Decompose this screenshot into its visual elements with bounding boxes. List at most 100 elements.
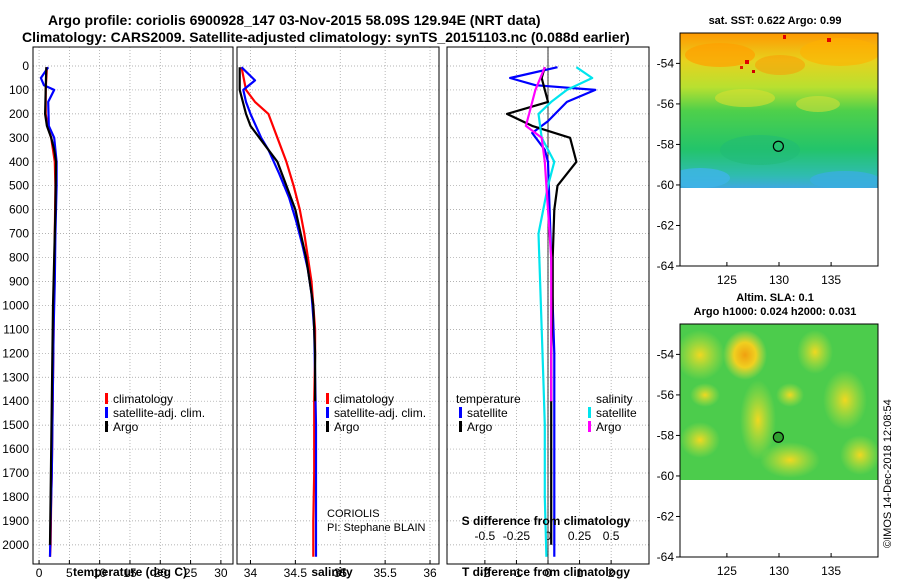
depth-tick-label: 1000	[2, 298, 29, 312]
salinity-difference-xlabel: S difference from climatology	[462, 514, 631, 528]
lon-tick-label: 130	[769, 273, 789, 287]
sst-field	[680, 33, 878, 188]
sla-field	[680, 324, 878, 480]
x-tick-label: 15	[123, 566, 137, 580]
lon-tick-label: 125	[717, 273, 737, 287]
depth-tick-label: 1200	[2, 346, 29, 360]
x-tick-label: -1	[511, 566, 522, 580]
sal-diff-tick-label: 0.5	[603, 529, 620, 543]
legend-title-salinity: salinity	[596, 392, 633, 406]
depth-tick-label: 1500	[2, 418, 29, 432]
sla-map	[679, 323, 879, 558]
sal-diff-tick-label: -0.5	[475, 529, 496, 543]
legend-title-temperature: temperature	[456, 392, 521, 406]
series-line-climatology	[240, 66, 317, 557]
plot-frame	[236, 46, 440, 565]
legend-label-sal-argo: Argo	[596, 420, 622, 434]
lat-tick-label: -62	[657, 509, 675, 523]
difference-legend-temperature: temperature satellite Argo	[456, 392, 521, 434]
plot-frame	[32, 46, 234, 565]
lat-tick-label: -62	[657, 218, 675, 232]
legend-label-temp-argo: Argo	[467, 420, 493, 434]
legend-swatch-climatology	[105, 393, 108, 404]
lon-tick-label: 135	[821, 273, 841, 287]
depth-tick-label: 1600	[2, 442, 29, 456]
legend-swatch-temp-satellite	[459, 407, 462, 418]
depth-tick-label: 700	[9, 227, 29, 241]
legend-label-climatology: climatology	[334, 392, 394, 406]
x-tick-label: 20	[154, 566, 168, 580]
lon-tick-label: 135	[821, 564, 841, 578]
lat-tick-label: -64	[657, 259, 675, 273]
series-line-argo	[43, 67, 58, 545]
pi-label: PI: Stephane BLAIN	[327, 522, 426, 534]
legend-label-satellite: satellite-adj. clim.	[113, 406, 205, 420]
legend-label-satellite: satellite-adj. clim.	[334, 406, 426, 420]
depth-tick-label: 1300	[2, 370, 29, 384]
lat-tick-label: -64	[657, 550, 675, 564]
sst-map-title: sat. SST: 0.622 Argo: 0.99	[709, 15, 842, 27]
legend-swatch-argo	[105, 421, 108, 432]
x-tick-label: 10	[93, 566, 107, 580]
watermark: ©IMOS 14-Dec-2018 12:08:54	[882, 399, 894, 548]
difference-legend-salinity: salinity satellite Argo	[588, 392, 637, 434]
temperature-xlabel: temperature (deg C)	[73, 565, 187, 579]
sst-argo-location-marker	[772, 140, 784, 152]
depth-tick-label: 400	[9, 155, 29, 169]
sla-argo-location-marker	[772, 431, 784, 443]
series-line-temperature-satellite	[509, 66, 597, 557]
salinity-xlabel: salinity	[311, 565, 353, 579]
x-tick-label: 5	[66, 566, 73, 580]
difference-panel: -2 -1 0 1 2 -0.5 -0.25 0 0.25 0.5	[446, 46, 650, 580]
legend-swatch-argo	[326, 421, 329, 432]
salinity-legend: climatology satellite-adj. clim. Argo CO…	[326, 392, 426, 534]
sal-diff-tick-label: 0.25	[568, 529, 592, 543]
legend-label-temp-satellite: satellite	[467, 406, 508, 420]
legend-swatch-climatology	[326, 393, 329, 404]
lat-tick-label: -56	[657, 97, 675, 111]
x-tick-label: 34.5	[284, 566, 308, 580]
lat-tick-label: -58	[657, 428, 675, 442]
x-tick-label: 35	[334, 566, 348, 580]
legend-label-argo: Argo	[334, 420, 360, 434]
sla-map-title-2: Argo h1000: 0.024 h2000: 0.031	[694, 306, 857, 318]
depth-tick-label: 1800	[2, 490, 29, 504]
depth-tick-label: 2000	[2, 538, 29, 552]
depth-tick-label: 1900	[2, 514, 29, 528]
lon-tick-label: 125	[717, 564, 737, 578]
sla-map-axes: -54 -56 -58 -60 -62 -64 125 130 135	[657, 347, 842, 578]
lat-tick-label: -54	[657, 347, 675, 361]
legend-swatch-sal-argo	[588, 421, 591, 432]
lat-tick-label: -54	[657, 56, 675, 70]
depth-tick-label: 300	[9, 131, 29, 145]
depth-tick-label: 900	[9, 274, 29, 288]
legend-swatch-satellite	[326, 407, 329, 418]
difference-xlabel: T difference from climatology	[462, 565, 630, 579]
legend-label-climatology: climatology	[113, 392, 173, 406]
sal-diff-tick-label: -0.25	[503, 529, 531, 543]
institution-label: CORIOLIS	[327, 508, 380, 520]
series-line-salinity-satellite	[537, 66, 594, 557]
title-line1: Argo profile: coriolis 6900928_147 03-No…	[48, 12, 541, 28]
x-tick-label: 0	[545, 566, 552, 580]
depth-tick-label: 1700	[2, 466, 29, 480]
x-tick-label: 0	[36, 566, 43, 580]
sst-map-axes: -54 -56 -58 -60 -62 -64 125 130 135	[657, 56, 842, 287]
title-line2: Climatology: CARS2009. Satellite-adjuste…	[22, 29, 630, 45]
depth-tick-label: 600	[9, 203, 29, 217]
lat-tick-label: -56	[657, 388, 675, 402]
x-tick-label: 2	[608, 566, 615, 580]
series-line-salinity-argo	[524, 66, 553, 402]
x-tick-label: 25	[184, 566, 198, 580]
x-tick-label: 35.5	[373, 566, 397, 580]
series-line-argo	[238, 67, 317, 402]
depth-tick-label: 500	[9, 179, 29, 193]
sal-diff-tick-label: 0	[545, 529, 552, 543]
depth-tick-label: 100	[9, 83, 29, 97]
legend-swatch-sal-satellite	[588, 407, 591, 418]
depth-tick-label: 200	[9, 107, 29, 121]
x-tick-label: 34	[244, 566, 258, 580]
depth-tick-label: 1100	[3, 322, 29, 336]
temperature-panel: 0 5 10 15 20 25 30	[32, 46, 234, 580]
sst-map	[679, 32, 879, 267]
